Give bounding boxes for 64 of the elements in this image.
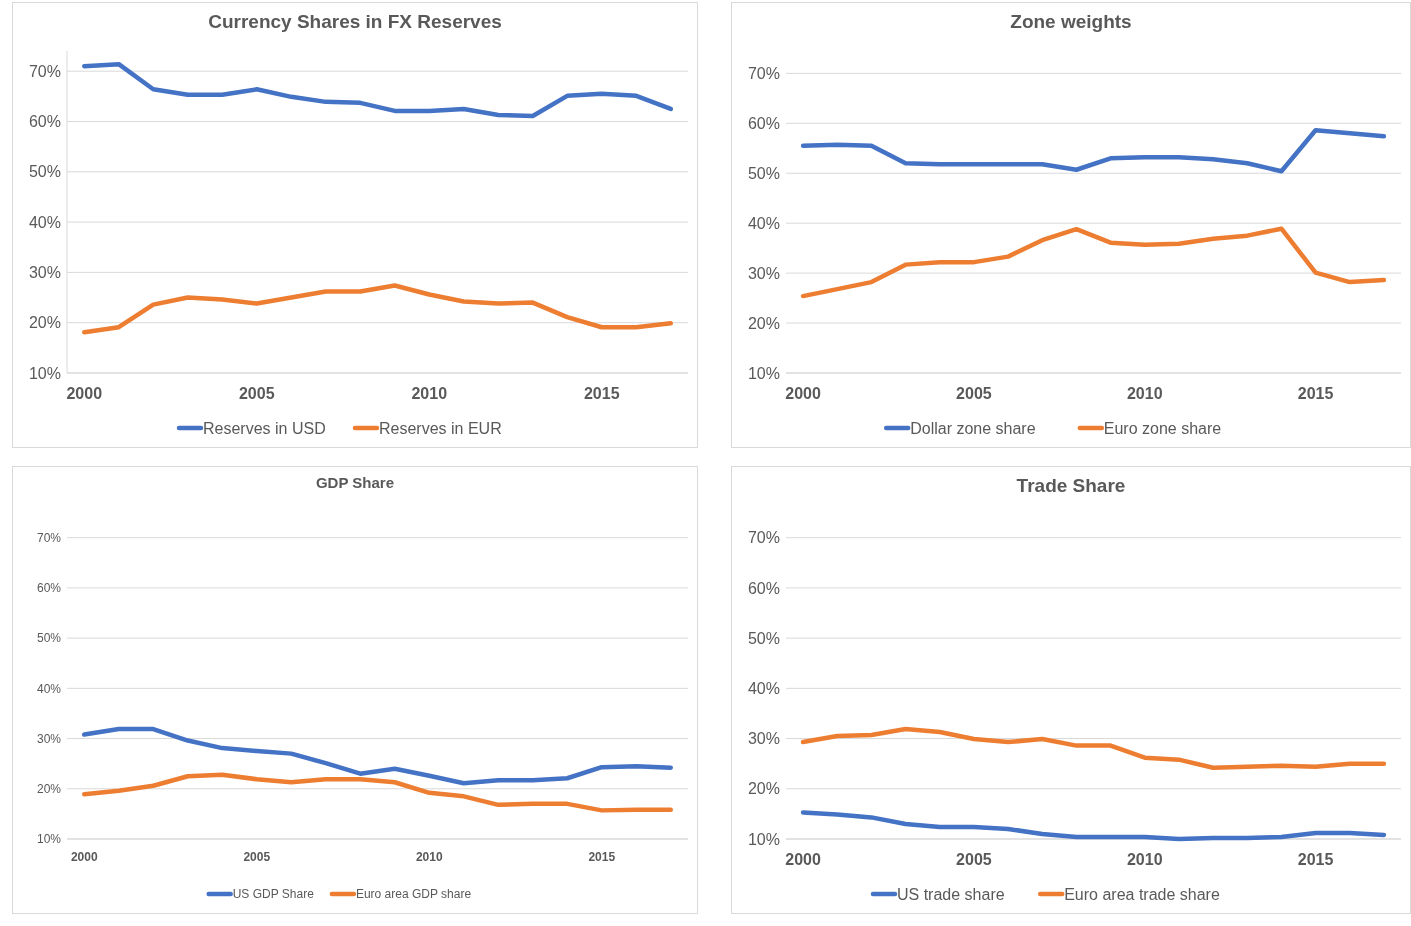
y-tick-label: 20%: [28, 314, 61, 332]
y-tick-label: 70%: [747, 64, 780, 82]
legend-label: Reserves in USD: [203, 419, 326, 437]
x-tick-label: 2015: [583, 385, 620, 402]
y-tick-label: 60%: [747, 579, 780, 597]
line-series: [800, 810, 1387, 842]
x-tick-label: 2000: [785, 851, 821, 868]
x-tick-label: 2015: [588, 850, 616, 864]
x-tick-label: 2010: [411, 385, 448, 402]
chart-title: Zone weights: [1010, 11, 1132, 32]
x-tick-label: 2000: [66, 385, 103, 402]
legend-label: Euro area trade share: [1064, 885, 1220, 903]
line-series: [82, 283, 673, 335]
y-tick-label: 50%: [36, 631, 62, 646]
y-tick-label: 20%: [747, 314, 780, 332]
line-series: [82, 61, 673, 119]
y-tick-label: 10%: [28, 364, 61, 382]
x-tick-label: 2010: [415, 850, 443, 864]
x-tick-label: 2010: [1126, 851, 1163, 868]
y-tick-label: 30%: [747, 264, 780, 282]
line-series: [800, 128, 1387, 174]
line-series: [800, 726, 1387, 770]
y-tick-label: 70%: [36, 530, 62, 545]
y-tick-label: 10%: [747, 364, 780, 382]
y-tick-label: 50%: [747, 629, 780, 647]
legend-label: US trade share: [897, 885, 1005, 903]
y-tick-label: 30%: [747, 730, 780, 748]
y-tick-label: 70%: [747, 529, 780, 547]
y-tick-label: 40%: [36, 681, 62, 696]
y-tick-label: 30%: [28, 263, 61, 281]
chart-title: Trade Share: [1016, 475, 1126, 496]
line-series: [800, 226, 1387, 299]
legend-label: US GDP Share: [232, 887, 315, 902]
legend-label: Reserves in EUR: [379, 419, 502, 437]
chart-title: Currency Shares in FX Reserves: [208, 11, 502, 32]
x-tick-label: 2000: [70, 850, 98, 864]
x-tick-label: 2015: [1297, 851, 1334, 868]
y-tick-label: 60%: [36, 581, 62, 596]
x-tick-label: 2015: [1297, 385, 1334, 402]
x-tick-label: 2000: [785, 385, 821, 402]
y-tick-label: 60%: [747, 114, 780, 132]
y-tick-label: 10%: [747, 830, 780, 848]
line-series: [82, 772, 673, 813]
legend-label: Euro area GDP share: [355, 887, 472, 902]
y-tick-label: 40%: [28, 213, 61, 231]
y-tick-label: 10%: [36, 832, 62, 847]
line-series: [82, 726, 673, 786]
y-tick-label: 20%: [747, 780, 780, 798]
y-tick-label: 30%: [36, 731, 62, 746]
chart-title: GDP Share: [315, 474, 395, 491]
y-tick-label: 50%: [747, 164, 780, 182]
y-tick-label: 20%: [36, 781, 62, 796]
x-tick-label: 2005: [243, 850, 271, 864]
y-tick-label: 60%: [28, 113, 61, 131]
x-tick-label: 2005: [956, 851, 992, 868]
x-tick-label: 2010: [1126, 385, 1163, 402]
x-tick-label: 2005: [238, 385, 275, 402]
y-tick-label: 50%: [28, 163, 61, 181]
legend-label: Euro zone share: [1103, 419, 1222, 437]
y-tick-label: 40%: [747, 679, 780, 697]
y-tick-label: 70%: [28, 62, 61, 80]
legend-label: Dollar zone share: [910, 419, 1036, 437]
y-tick-label: 40%: [747, 214, 780, 232]
x-tick-label: 2005: [956, 385, 992, 402]
